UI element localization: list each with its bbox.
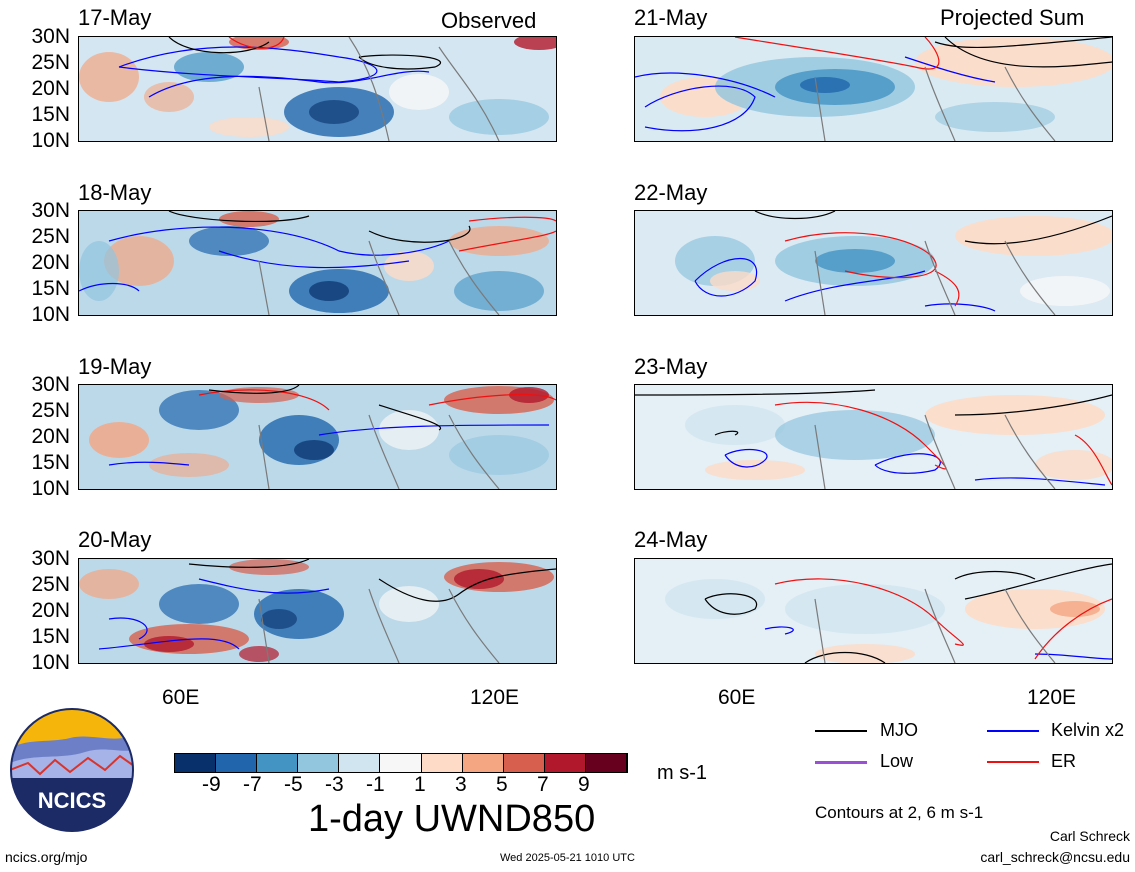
colorbar-label: 9 xyxy=(578,773,590,796)
lon-tick: 120E xyxy=(470,686,520,709)
map-panel-projected-24-may xyxy=(634,558,1113,664)
uwnd-field xyxy=(79,37,556,141)
colorbar-label: 5 xyxy=(496,773,508,796)
colorbar-label: -9 xyxy=(202,773,221,796)
panel-date-24-may: 24-May xyxy=(634,527,708,552)
panel-date-17-may: 17-May xyxy=(78,5,152,30)
legend-label-low: Low xyxy=(880,751,914,771)
logo-text: NCICS xyxy=(37,788,107,813)
map-panel-observed-18-may xyxy=(78,210,557,316)
panel-date-21-may: 21-May xyxy=(634,5,708,30)
lat-tick: 15N xyxy=(31,277,70,300)
lat-tick: 20N xyxy=(31,77,70,100)
colorbar-label: 1 xyxy=(414,773,426,796)
uwnd-field xyxy=(635,37,1112,141)
panel-date-20-may: 20-May xyxy=(78,527,152,552)
footer-timestamp: Wed 2025-05-21 1010 UTC xyxy=(500,852,635,864)
legend-label-er: ER xyxy=(1051,751,1077,771)
footer-url[interactable]: ncics.org/mjo xyxy=(5,849,88,865)
lat-tick: 20N xyxy=(31,425,70,448)
lat-tick: 25N xyxy=(31,573,70,596)
legend-line-er xyxy=(987,761,1039,763)
lat-tick: 10N xyxy=(31,303,70,326)
legend-line-low xyxy=(815,761,867,764)
lat-tick: 15N xyxy=(31,451,70,474)
uwnd-field xyxy=(79,385,556,489)
colorbar-label: 3 xyxy=(455,773,467,796)
lat-tick: 20N xyxy=(31,599,70,622)
colorbar-units: m s-1 xyxy=(657,762,707,784)
panel-date-23-may: 23-May xyxy=(634,354,708,379)
colorbar-swatch xyxy=(421,754,463,772)
lat-tick: 30N xyxy=(31,199,70,222)
figure-title: 1-day UWND850 xyxy=(308,798,596,840)
map-panel-projected-22-may xyxy=(634,210,1113,316)
panel-date-18-may: 18-May xyxy=(78,180,152,205)
uwnd-field xyxy=(635,559,1112,663)
lat-tick: 30N xyxy=(31,547,70,570)
panel-date-22-may: 22-May xyxy=(634,180,708,205)
lat-tick: 20N xyxy=(31,251,70,274)
colorbar-swatch xyxy=(585,754,628,772)
colorbar-swatch xyxy=(544,754,586,772)
lat-tick: 25N xyxy=(31,399,70,422)
map-panel-projected-21-may xyxy=(634,36,1113,142)
colorbar-labels: -9 -7 -5 -3 -1 1 3 5 7 9 xyxy=(174,773,628,797)
observed-header: Observed xyxy=(441,8,537,33)
colorbar-swatch xyxy=(298,754,340,772)
uwnd-field xyxy=(79,559,556,663)
uwnd-field xyxy=(635,385,1112,489)
colorbar-swatch xyxy=(257,754,299,772)
lat-tick: 10N xyxy=(31,651,70,674)
colorbar-label: -7 xyxy=(243,773,262,796)
map-panel-projected-23-may xyxy=(634,384,1113,490)
map-panel-observed-20-may xyxy=(78,558,557,664)
colorbar-swatch xyxy=(380,754,422,772)
lon-tick: 60E xyxy=(718,686,756,709)
footer-email[interactable]: carl_schreck@ncsu.edu xyxy=(980,849,1130,865)
legend-label-mjo: MJO xyxy=(880,720,918,740)
colorbar-swatch xyxy=(216,754,258,772)
lon-tick: 60E xyxy=(162,686,200,709)
lat-tick: 10N xyxy=(31,129,70,152)
uwnd-field xyxy=(79,211,556,315)
lat-tick: 30N xyxy=(31,373,70,396)
lon-tick: 120E xyxy=(1027,686,1077,709)
lat-tick: 15N xyxy=(31,103,70,126)
lat-tick: 25N xyxy=(31,225,70,248)
legend-line-mjo xyxy=(815,730,867,732)
projected-header: Projected Sum xyxy=(940,5,1085,30)
legend-line-kelvin xyxy=(987,730,1039,732)
colorbar-label: -3 xyxy=(325,773,344,796)
colorbar-swatch xyxy=(503,754,545,772)
contour-note: Contours at 2, 6 m s-1 xyxy=(815,803,984,822)
lat-tick: 25N xyxy=(31,51,70,74)
colorbar-swatch xyxy=(339,754,381,772)
colorbar-label: -5 xyxy=(284,773,303,796)
map-panel-observed-17-may xyxy=(78,36,557,142)
ncics-logo: NCICS xyxy=(10,708,134,832)
map-panel-observed-19-may xyxy=(78,384,557,490)
lat-tick: 30N xyxy=(31,25,70,48)
footer-author: Carl Schreck xyxy=(1049,828,1130,844)
colorbar-swatch xyxy=(462,754,504,772)
colorbar-label: -1 xyxy=(366,773,385,796)
lat-tick: 15N xyxy=(31,625,70,648)
colorbar-label: 7 xyxy=(537,773,549,796)
panel-date-19-may: 19-May xyxy=(78,354,152,379)
colorbar-swatch xyxy=(175,754,217,772)
lat-tick: 10N xyxy=(31,477,70,500)
legend-label-kelvin: Kelvin x2 xyxy=(1051,720,1125,740)
legend: MJO Kelvin x2 Low ER xyxy=(815,718,1130,778)
colorbar xyxy=(174,753,628,773)
uwnd-field xyxy=(635,211,1112,315)
